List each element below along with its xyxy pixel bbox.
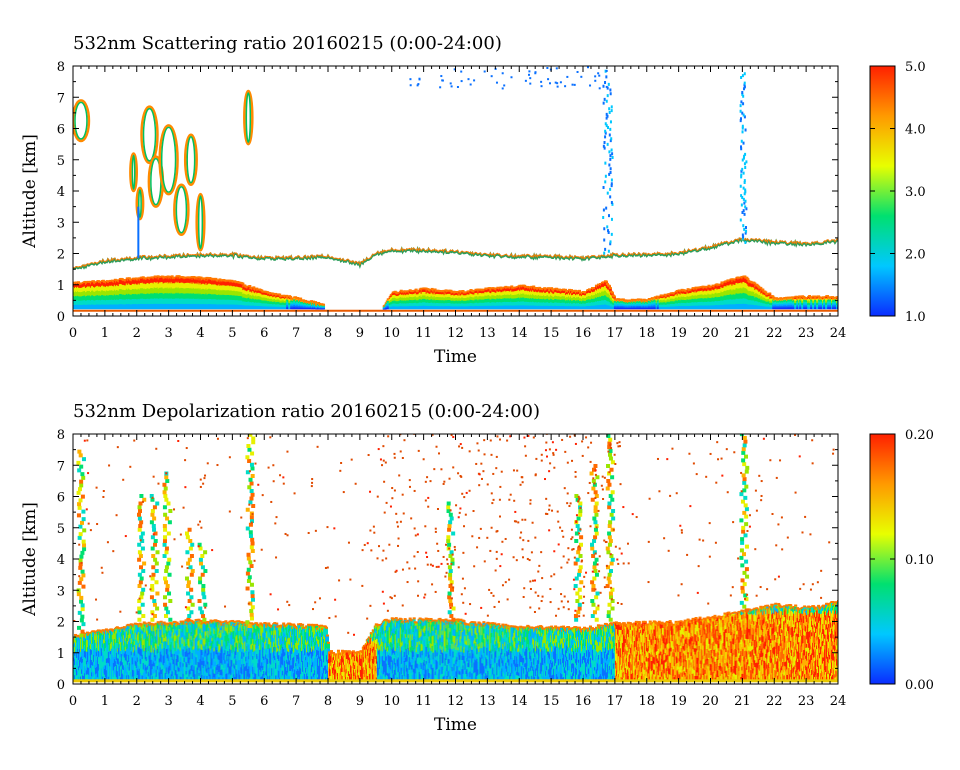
y-tick-label: 7	[57, 459, 65, 474]
x-tick-label: 6	[260, 326, 268, 341]
x-tick-label: 13	[479, 694, 496, 709]
x-tick-label: 12	[447, 694, 464, 709]
chart-title: 532nm Depolarization ratio 20160215 (0:0…	[73, 401, 540, 422]
x-tick-label: 22	[766, 694, 783, 709]
x-tick-label: 1	[101, 326, 109, 341]
heatmap-field	[73, 66, 838, 312]
x-tick-label: 14	[511, 326, 528, 341]
x-axis: 0 1 2 3 4 5 6 7 8 9 10 11 12 13 14 15 16 17 18 19 20 21 22 23 24	[69, 434, 846, 709]
x-tick-label: 19	[670, 326, 687, 341]
x-tick-label: 2	[133, 326, 141, 341]
y-tick-label: 2	[57, 248, 65, 263]
x-tick-label: 4	[196, 326, 204, 341]
x-tick-label: 23	[798, 694, 815, 709]
colorbar-tick-label: 2.0	[905, 248, 926, 263]
y-tick-label: 8	[57, 60, 65, 75]
x-tick-label: 12	[447, 326, 464, 341]
colorbar-tick-label: 3.0	[905, 185, 926, 200]
x-tick-label: 17	[607, 326, 624, 341]
x-tick-label: 5	[228, 694, 236, 709]
x-tick-label: 21	[734, 694, 751, 709]
x-tick-label: 2	[133, 694, 141, 709]
x-tick-label: 18	[638, 326, 655, 341]
y-tick-label: 3	[57, 584, 65, 599]
x-tick-label: 20	[702, 326, 719, 341]
y-tick-label: 5	[57, 522, 65, 537]
y-tick-label: 1	[57, 279, 65, 294]
cloud-feature	[243, 89, 254, 146]
x-tick-label: 14	[511, 694, 528, 709]
x-axis-label: Time	[434, 715, 477, 735]
y-axis: 0 1 2 3 4 5 6 7 8	[57, 428, 838, 693]
colorbar-tick-label: 0.20	[905, 428, 934, 443]
cloud-feature	[739, 72, 748, 244]
y-axis-label: Altitude [km]	[20, 134, 40, 249]
x-tick-label: 20	[702, 694, 719, 709]
cloud-feature	[73, 99, 91, 143]
y-tick-label: 1	[57, 647, 65, 662]
x-tick-label: 24	[830, 694, 847, 709]
chart-title: 532nm Scattering ratio 20160215 (0:00-24…	[73, 33, 502, 54]
colorbar-tick-label: 1.0	[905, 310, 926, 325]
y-tick-label: 4	[57, 553, 65, 568]
colorbar-tick-label: 4.0	[905, 123, 926, 138]
cloud-feature	[129, 105, 206, 259]
y-axis: 0 1 2 3 4 5 6 7 8	[57, 60, 838, 325]
x-tick-label: 10	[383, 694, 400, 709]
x-tick-label: 16	[575, 694, 592, 709]
y-tick-label: 6	[57, 491, 65, 506]
x-tick-label: 15	[543, 326, 560, 341]
x-tick-label: 10	[383, 326, 400, 341]
x-tick-label: 8	[324, 694, 332, 709]
depolarization-ratio-panel: 532nm Depolarization ratio 20160215 (0:0…	[20, 401, 934, 735]
x-tick-label: 6	[260, 694, 268, 709]
x-axis: 0 1 2 3 4 5 6 7 8 9 10 11 12 13 14 15 16 17 18 19 20 21 22 23 24	[69, 66, 846, 341]
x-tick-label: 18	[638, 694, 655, 709]
y-tick-label: 0	[57, 678, 65, 693]
x-tick-label: 17	[607, 694, 624, 709]
x-tick-label: 24	[830, 326, 847, 341]
x-tick-label: 1	[101, 694, 109, 709]
y-tick-label: 4	[57, 185, 65, 200]
x-tick-label: 11	[415, 694, 432, 709]
x-tick-label: 7	[292, 326, 300, 341]
x-tick-label: 0	[69, 326, 77, 341]
colorbar-tick-label: 0.10	[905, 553, 934, 568]
heatmap-field	[73, 434, 838, 683]
y-tick-label: 0	[57, 310, 65, 325]
x-tick-label: 21	[734, 326, 751, 341]
x-tick-label: 5	[228, 326, 236, 341]
x-tick-label: 8	[324, 326, 332, 341]
x-tick-label: 11	[415, 326, 432, 341]
y-axis-label: Altitude [km]	[20, 502, 40, 617]
x-tick-label: 19	[670, 694, 687, 709]
x-tick-label: 3	[164, 694, 172, 709]
x-tick-label: 0	[69, 694, 77, 709]
x-tick-label: 7	[292, 694, 300, 709]
x-tick-label: 9	[356, 694, 364, 709]
x-tick-label: 15	[543, 694, 560, 709]
x-tick-label: 23	[798, 326, 815, 341]
y-tick-label: 6	[57, 123, 65, 138]
colorbar-tick-label: 5.0	[905, 60, 926, 75]
x-axis-label: Time	[434, 347, 477, 367]
colorbar-tick-label: 0.00	[905, 678, 934, 693]
x-tick-label: 22	[766, 326, 783, 341]
y-tick-label: 8	[57, 428, 65, 443]
y-tick-label: 7	[57, 91, 65, 106]
colorbar: 1.0 2.0 3.0 4.0 5.0	[869, 60, 926, 325]
x-tick-label: 13	[479, 326, 496, 341]
scattering-ratio-panel: 532nm Scattering ratio 20160215 (0:00-24…	[20, 33, 926, 367]
x-tick-label: 3	[164, 326, 172, 341]
y-tick-label: 3	[57, 216, 65, 231]
colorbar: 0.00 0.10 0.20	[869, 428, 934, 693]
x-tick-label: 4	[196, 694, 204, 709]
x-tick-label: 9	[356, 326, 364, 341]
x-tick-label: 16	[575, 326, 592, 341]
y-tick-label: 2	[57, 616, 65, 631]
y-tick-label: 5	[57, 154, 65, 169]
cloud-feature	[602, 69, 614, 255]
